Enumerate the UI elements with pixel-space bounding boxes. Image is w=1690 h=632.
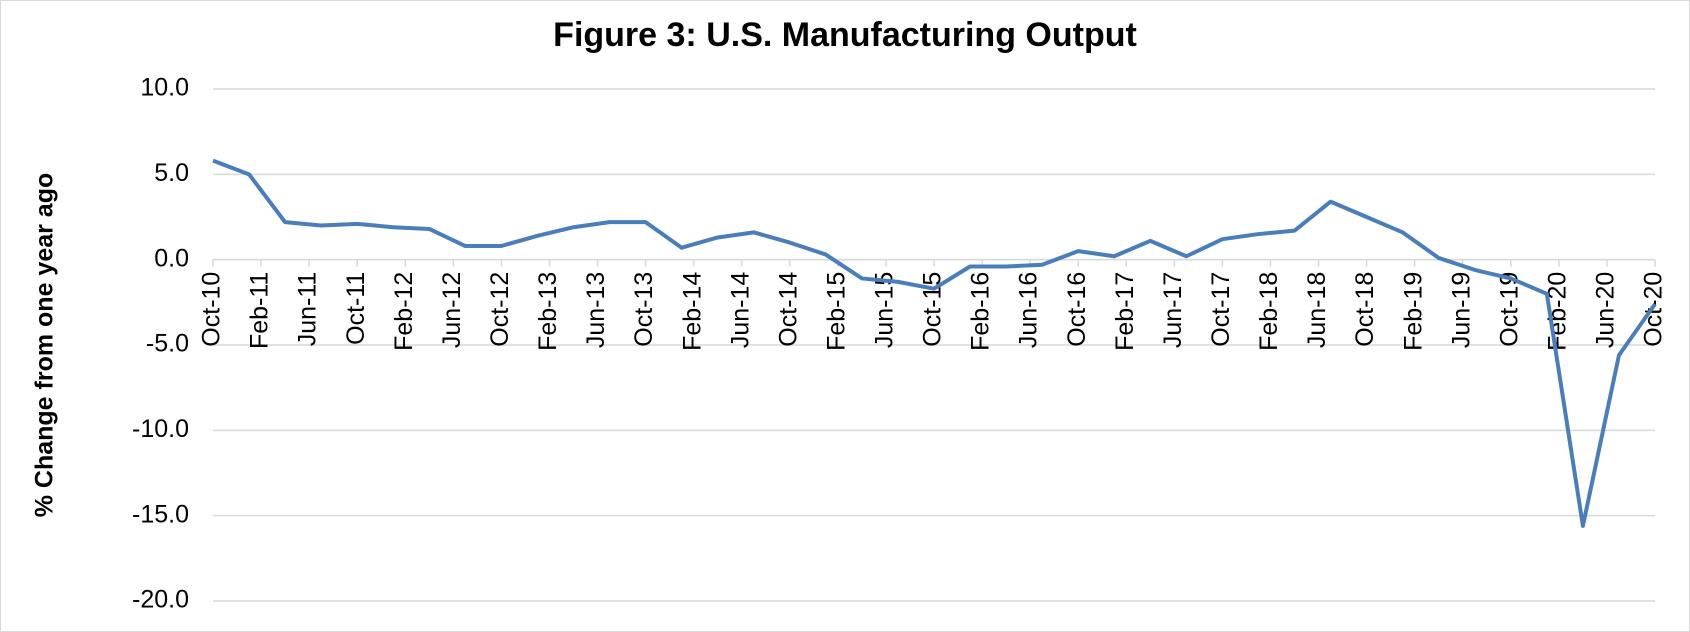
x-tick-label: Jun-20 — [1592, 272, 1620, 348]
x-tick-label: Feb-18 — [1255, 272, 1283, 351]
chart-title: Figure 3: U.S. Manufacturing Output — [553, 16, 1137, 54]
x-tick-label: Jun-14 — [726, 272, 754, 349]
x-tick-label: Oct-12 — [486, 272, 514, 347]
y-tick-label: -15.0 — [132, 500, 189, 528]
x-tick-label: Oct-19 — [1495, 272, 1523, 347]
x-tick-label: Feb-11 — [246, 272, 274, 349]
x-tick-label: Oct-17 — [1207, 272, 1235, 347]
x-tick-label: Feb-15 — [822, 272, 850, 351]
x-tick-label: Feb-17 — [1111, 272, 1139, 351]
x-tick-label: Jun-19 — [1447, 272, 1475, 348]
x-tick-label: Jun-11 — [294, 272, 322, 347]
x-tick-label: Oct-11 — [342, 272, 370, 345]
x-tick-label: Feb-13 — [534, 272, 562, 351]
x-tick-label: Jun-18 — [1303, 272, 1331, 348]
x-tick-label: Jun-13 — [582, 272, 610, 348]
y-tick-label: 5.0 — [154, 159, 189, 187]
x-tick-label: Feb-19 — [1399, 272, 1427, 351]
x-tick-label: Oct-10 — [198, 272, 226, 347]
y-axis-title: % Change from one year ago — [31, 173, 59, 518]
y-tick-label: -20.0 — [132, 586, 189, 614]
x-tick-label: Feb-14 — [678, 272, 706, 351]
x-tick-label: Jun-16 — [1015, 272, 1043, 348]
x-tick-label: Feb-16 — [967, 272, 995, 351]
y-tick-label: 10.0 — [140, 74, 189, 102]
x-tick-label: Oct-18 — [1351, 272, 1379, 347]
y-tick-label: -5.0 — [146, 330, 189, 358]
x-tick-label: Oct-14 — [774, 272, 802, 347]
x-tick-label: Jun-12 — [438, 272, 466, 348]
y-tick-label: 0.0 — [154, 244, 189, 272]
x-tick-label: Oct-13 — [630, 272, 658, 347]
x-tick-label: Feb-12 — [390, 272, 418, 351]
x-tick-label: Oct-16 — [1063, 272, 1091, 347]
data-line — [212, 158, 1657, 528]
y-tick-label: -10.0 — [132, 415, 189, 443]
x-tick-label: Jun-15 — [871, 272, 899, 348]
x-tick-label: Jun-17 — [1159, 272, 1187, 348]
